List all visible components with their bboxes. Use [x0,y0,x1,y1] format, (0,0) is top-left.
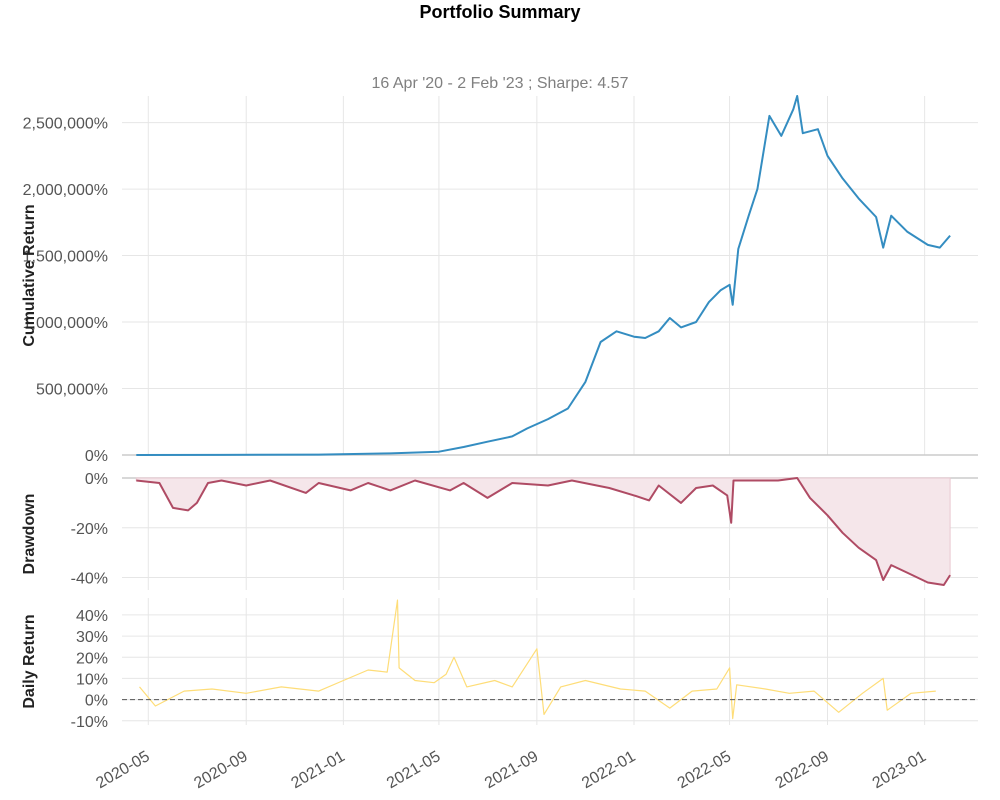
daily-return-line [139,599,936,720]
y-tick-label: -10% [71,714,108,731]
y-tick-label: -20% [71,521,108,538]
y-tick-label: -40% [71,571,108,588]
y-tick-label: 0% [85,471,108,488]
cumulative-return-line [136,95,951,456]
drawdown-area [135,477,951,586]
panel-cumulative-return: 0% 500,000% 1,000,000% 1,500,000% 2,000,000%… [21,95,978,465]
y-tick-label: 0% [85,693,108,710]
y-tick-label: 30% [76,629,108,646]
x-tick-label: 2021-05 [384,748,443,792]
panel-daily-return: -10% 0% 10% 20% 30% 40% Daily Return [21,599,978,731]
x-tick-label: 2022-05 [675,748,734,792]
x-tick-label: 2020-09 [191,748,250,792]
y-tick-label: 2,000,000% [23,182,108,199]
y-tick-label: 500,000% [36,382,108,399]
x-tick-label: 2022-09 [773,748,832,792]
x-tick-label: 2021-09 [482,748,541,792]
x-tick-label: 2022-01 [579,748,638,792]
y-axis-label: Drawdown [21,494,38,575]
y-tick-label: 10% [76,671,108,688]
y-tick-label: 40% [76,608,108,625]
y-tick-label: 2,500,000% [23,116,108,133]
x-tick-label: 2023-01 [870,748,929,792]
y-tick-label: 20% [76,650,108,667]
chart-subtitle: 16 Apr '20 - 2 Feb '23 ; Sharpe: 4.57 [372,75,629,92]
drawdown-line [136,477,951,586]
y-tick-label: 1,500,000% [23,249,108,266]
y-axis-label: Cumulative Return [21,204,38,346]
x-tick-label: 2021-01 [289,748,348,792]
chart-title: Portfolio Summary [419,2,580,22]
y-tick-label: 0% [85,448,108,465]
y-axis-label: Daily Return [21,614,38,708]
x-tick-label: 2020-05 [93,748,152,792]
panel-drawdown: 0% -20% -40% Drawdown [21,471,978,588]
y-tick-label: 1,000,000% [23,315,108,332]
